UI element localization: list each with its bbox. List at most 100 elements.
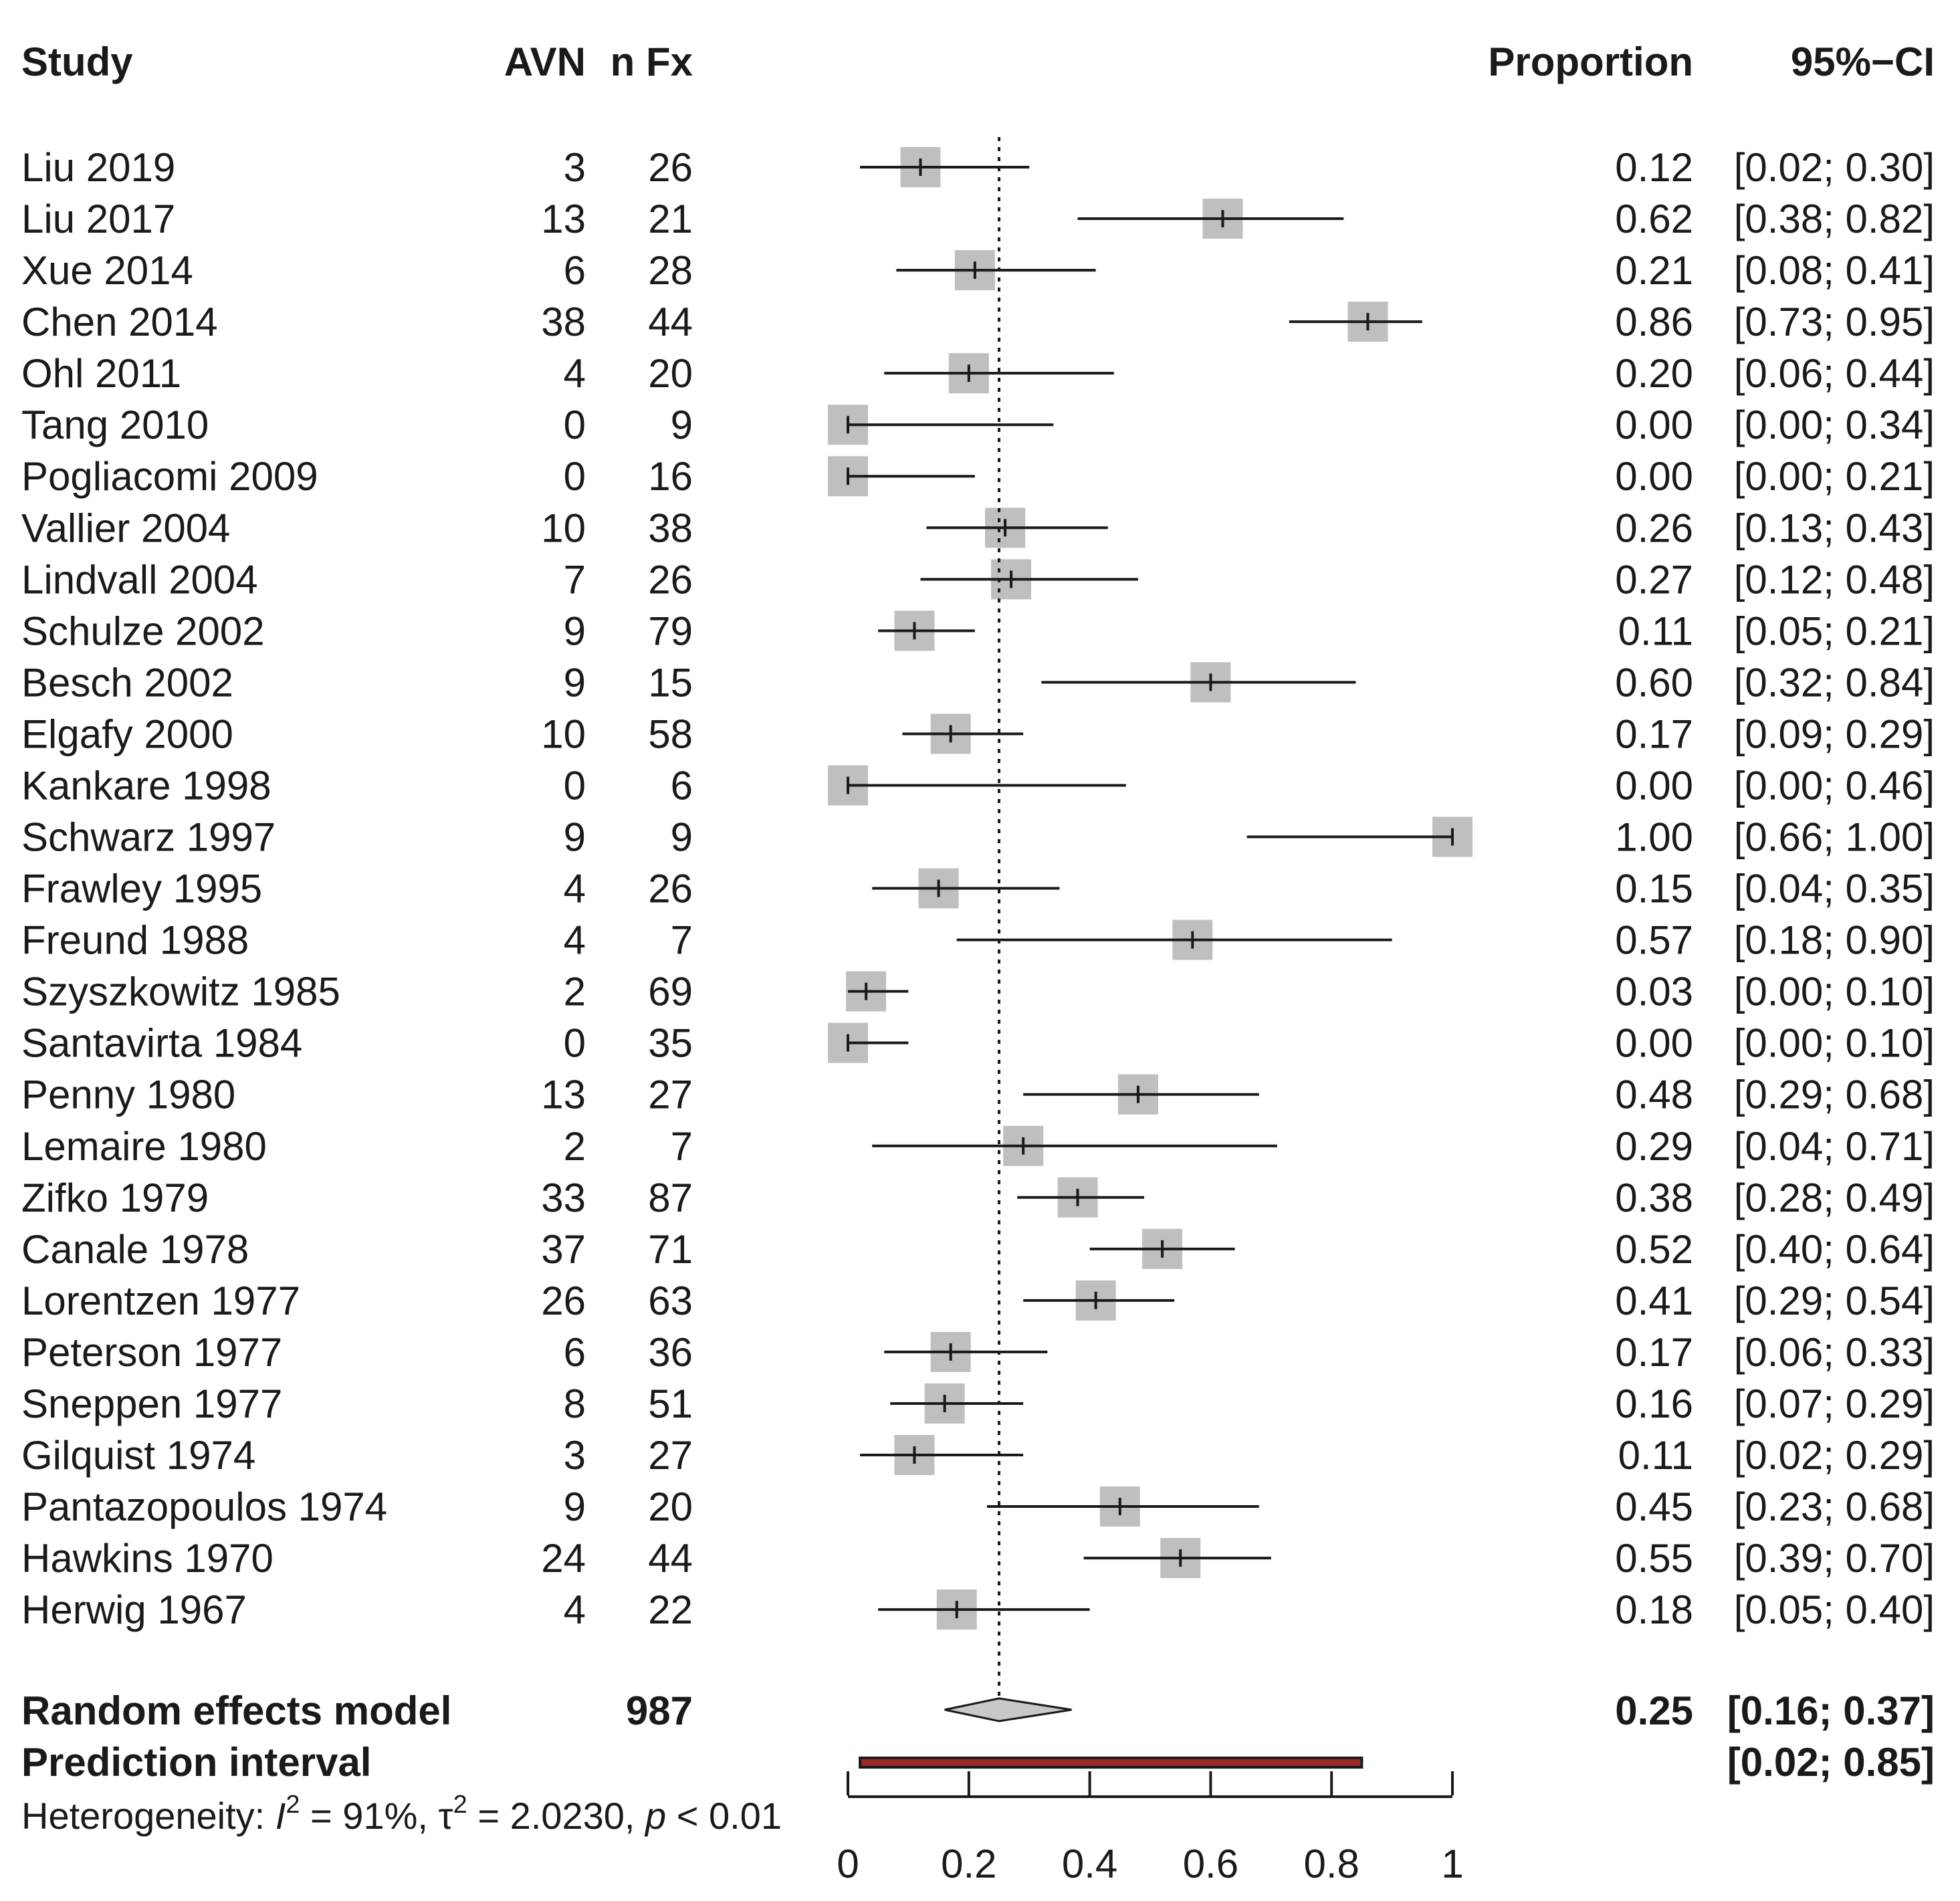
study-row: Chen 2014 38 44 0.86 [0.73; 0.95] [21,300,1935,344]
study-name: Ohl 2011 [21,351,181,396]
study-n-fx: 9 [671,403,693,447]
study-proportion: 0.12 [1615,145,1693,190]
p-symbol: p [644,1795,666,1837]
study-name: Lemaire 1980 [21,1124,267,1169]
study-ci: [0.73; 0.95] [1734,300,1935,344]
study-avn: 24 [541,1536,586,1581]
study-avn: 6 [564,1330,586,1375]
prediction-interval-label: Prediction interval [21,1740,371,1785]
study-avn: 38 [541,300,586,344]
study-proportion: 0.16 [1615,1381,1693,1426]
study-proportion: 0.03 [1615,970,1693,1014]
study-name: Schwarz 1997 [21,815,276,860]
study-avn: 0 [564,454,586,499]
study-ci: [0.00; 0.34] [1734,403,1935,447]
study-avn: 0 [564,763,586,808]
study-row: Lindvall 2004 7 26 0.27 [0.12; 0.48] [21,557,1935,602]
study-n-fx: 71 [648,1227,693,1272]
study-avn: 4 [564,867,586,911]
study-n-fx: 6 [671,763,693,808]
study-name: Penny 1980 [21,1073,235,1117]
study-name: Liu 2017 [21,197,175,241]
i-squared-symbol: I [276,1795,286,1837]
study-proportion: 0.62 [1615,197,1693,241]
study-ci: [0.02; 0.30] [1734,145,1935,190]
study-ci: [0.06; 0.44] [1734,351,1935,396]
study-name: Hawkins 1970 [21,1536,274,1581]
study-name: Kankare 1998 [21,763,271,808]
study-avn: 3 [564,1433,586,1478]
study-row: Vallier 2004 10 38 0.26 [0.13; 0.43] [21,506,1935,550]
study-n-fx: 22 [648,1587,693,1632]
study-proportion: 1.00 [1615,815,1693,860]
study-ci: [0.05; 0.21] [1734,608,1935,653]
study-name: Peterson 1977 [21,1330,282,1375]
study-n-fx: 63 [648,1278,693,1323]
study-n-fx: 26 [648,867,693,911]
study-n-fx: 9 [671,815,693,860]
study-avn: 9 [564,608,586,653]
study-ci: [0.09; 0.29] [1734,711,1935,756]
study-avn: 4 [564,918,586,963]
study-ci: [0.04; 0.71] [1734,1124,1935,1169]
study-row: Santavirta 1984 0 35 0.00 [0.00; 0.10] [21,1021,1935,1066]
study-ci: [0.00; 0.21] [1734,454,1935,499]
study-row: Schulze 2002 9 79 0.11 [0.05; 0.21] [21,608,1935,653]
study-name: Lindvall 2004 [21,557,258,602]
study-name: Pantazopoulos 1974 [21,1484,387,1529]
study-ci: [0.00; 0.46] [1734,763,1935,808]
random-effects-proportion: 0.25 [1615,1688,1693,1733]
study-row: Liu 2019 3 26 0.12 [0.02; 0.30] [21,145,1935,190]
x-axis-tick-label: 1 [1441,1841,1463,1886]
study-row: Schwarz 1997 9 9 1.00 [0.66; 1.00] [21,815,1935,860]
study-ci: [0.05; 0.40] [1734,1587,1935,1632]
study-row: Lorentzen 1977 26 63 0.41 [0.29; 0.54] [21,1278,1935,1323]
study-proportion: 0.20 [1615,351,1693,396]
study-row: Szyszkowitz 1985 2 69 0.03 [0.00; 0.10] [21,970,1935,1014]
study-proportion: 0.11 [1618,1433,1693,1478]
study-avn: 2 [564,970,586,1014]
study-ci: [0.12; 0.48] [1734,557,1935,602]
study-n-fx: 20 [648,351,693,396]
study-ci: [0.07; 0.29] [1734,1381,1935,1426]
study-name: Szyszkowitz 1985 [21,970,340,1014]
study-proportion: 0.18 [1615,1587,1693,1632]
study-avn: 9 [564,660,586,705]
study-proportion: 0.41 [1615,1278,1693,1323]
study-proportion: 0.86 [1615,300,1693,344]
study-row: Freund 1988 4 7 0.57 [0.18; 0.90] [21,918,1935,963]
study-avn: 2 [564,1124,586,1169]
study-n-fx: 26 [648,557,693,602]
study-row: Liu 2017 13 21 0.62 [0.38; 0.82] [21,197,1935,241]
study-rows: Liu 2019 3 26 0.12 [0.02; 0.30]Liu 2017 13 21 0… [21,145,1935,1632]
study-proportion: 0.15 [1615,867,1693,911]
study-ci: [0.00; 0.10] [1734,1021,1935,1066]
study-proportion: 0.17 [1615,1330,1693,1375]
tau-squared-value: = 2.0230, [467,1795,645,1837]
study-proportion: 0.38 [1615,1176,1693,1220]
study-avn: 7 [564,557,586,602]
study-proportion: 0.11 [1618,608,1693,653]
study-proportion: 0.26 [1615,506,1693,550]
study-avn: 0 [564,403,586,447]
study-name: Canale 1978 [21,1227,249,1272]
study-ci: [0.40; 0.64] [1734,1227,1935,1272]
study-ci: [0.32; 0.84] [1734,660,1935,705]
study-name: Xue 2014 [21,248,193,293]
study-n-fx: 26 [648,145,693,190]
study-proportion: 0.45 [1615,1484,1693,1529]
study-n-fx: 87 [648,1176,693,1220]
random-effects-label: Random effects model [21,1688,451,1733]
study-avn: 0 [564,1021,586,1066]
study-n-fx: 51 [648,1381,693,1426]
study-n-fx: 27 [648,1073,693,1117]
random-effects-ci: [0.16; 0.37] [1727,1688,1935,1733]
prediction-interval-row: Prediction interval [0.02; 0.85] [21,1740,1935,1785]
study-proportion: 0.21 [1615,248,1693,293]
study-n-fx: 44 [648,1536,693,1581]
study-row: Pogliacomi 2009 0 16 0.00 [0.00; 0.21] [21,454,1935,499]
study-ci: [0.23; 0.68] [1734,1484,1935,1529]
x-axis-tick-label: 0.4 [1062,1841,1117,1886]
p-value: < 0.01 [666,1795,782,1837]
study-proportion: 0.00 [1615,403,1693,447]
